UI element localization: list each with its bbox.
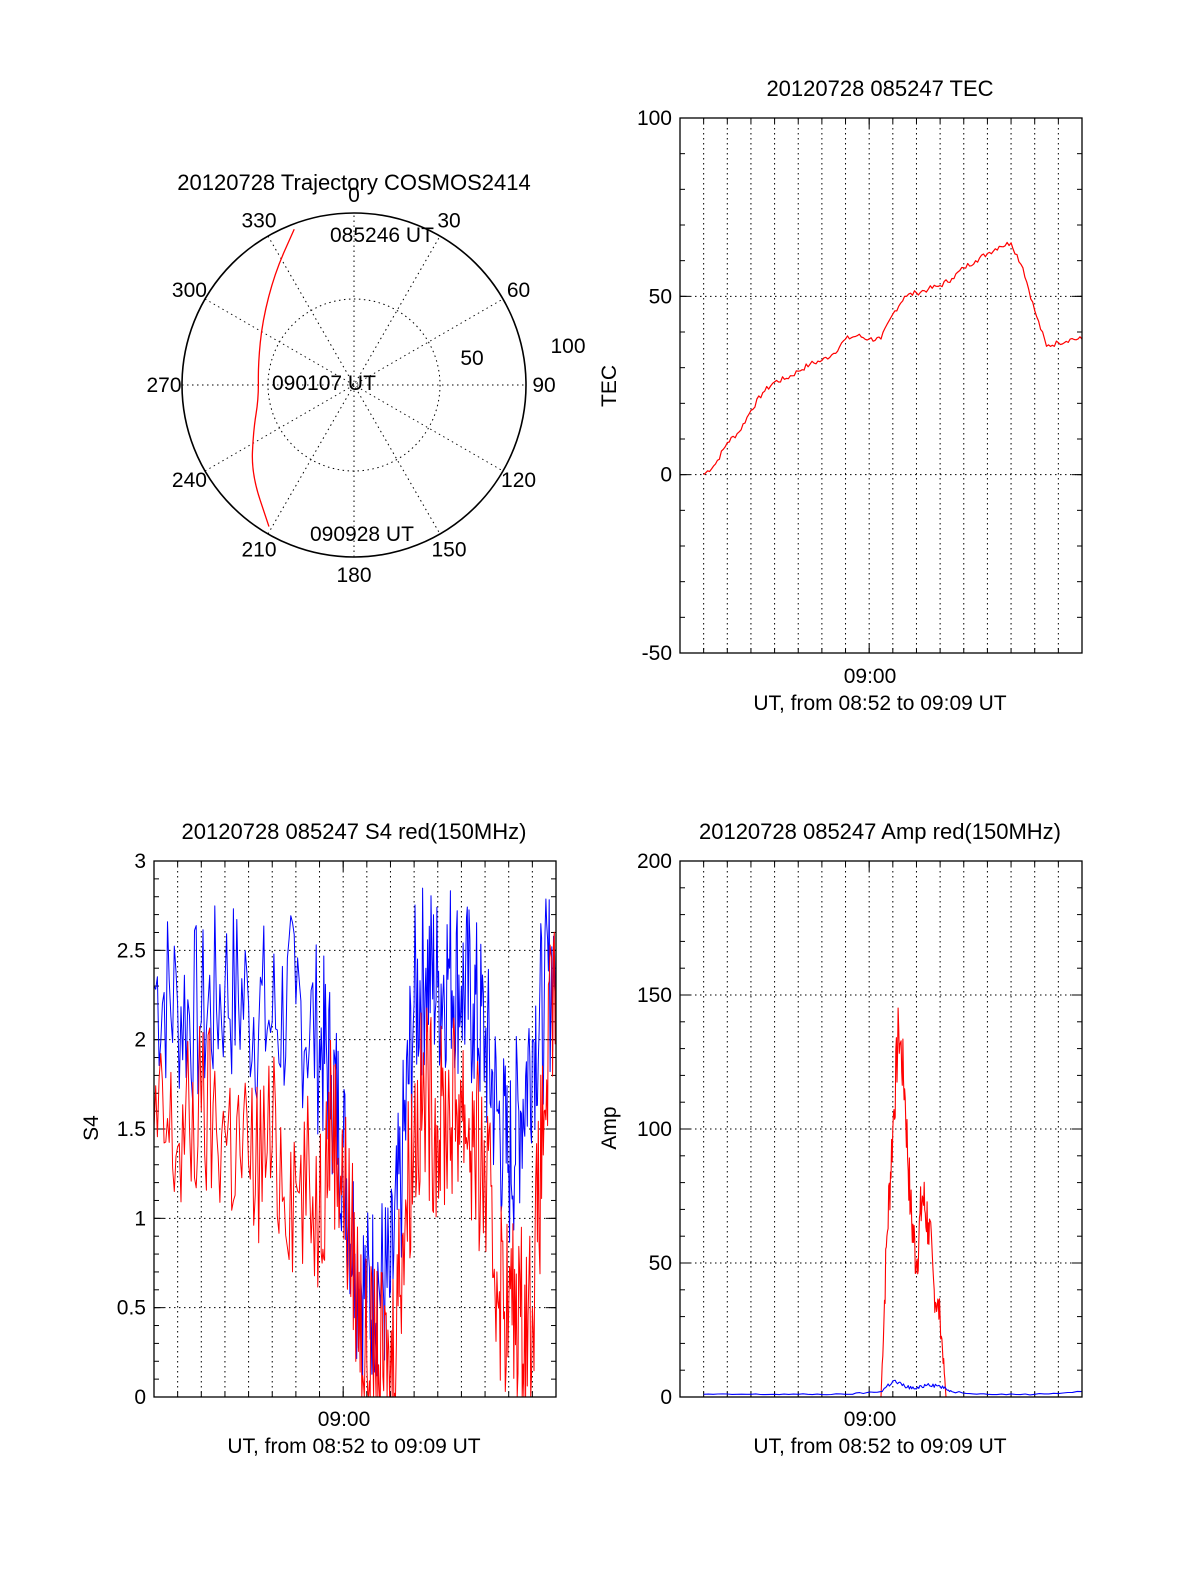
plot-frame bbox=[679, 117, 1083, 654]
polar-azimuth-label: 270 bbox=[146, 374, 181, 397]
y-tick-label: 200 bbox=[637, 850, 672, 873]
plot-frame bbox=[153, 860, 557, 1398]
y-tick-label: -50 bbox=[642, 642, 672, 665]
y-tick-label: 0 bbox=[660, 464, 672, 487]
amp-xtick-label: 09:00 bbox=[844, 1408, 897, 1431]
series-line-blue bbox=[153, 887, 557, 1380]
s4-title: 20120728 085247 S4 red(150MHz) bbox=[182, 819, 527, 844]
amp-xlabel: UT, from 08:52 to 09:09 UT bbox=[753, 1435, 1006, 1458]
y-tick-label: 2 bbox=[134, 1029, 146, 1052]
y-tick-label: 1.5 bbox=[117, 1118, 146, 1141]
polar-azimuth-label: 0 bbox=[348, 184, 360, 207]
polar-radial-label-100: 100 bbox=[550, 335, 585, 358]
y-tick-label: 0 bbox=[134, 1386, 146, 1409]
y-tick-label: 3 bbox=[134, 850, 146, 873]
y-tick-label: 100 bbox=[637, 1118, 672, 1141]
y-tick-label: 1 bbox=[134, 1207, 146, 1230]
polar-azimuth-label: 240 bbox=[172, 469, 207, 492]
polar-azimuth-label: 150 bbox=[431, 539, 466, 562]
polar-azimuth-label: 300 bbox=[172, 279, 207, 302]
polar-azimuth-label: 120 bbox=[501, 469, 536, 492]
tec-panel: 20120728 085247 TEC UT, from 08:52 to 09… bbox=[598, 76, 1083, 715]
s4-xlabel: UT, from 08:52 to 09:09 UT bbox=[227, 1435, 480, 1458]
polar-radial-label-50: 50 bbox=[460, 347, 483, 370]
amp-panel: 20120728 085247 Amp red(150MHz) UT, from… bbox=[598, 819, 1083, 1458]
trajectory-start-label: 085246 UT bbox=[330, 224, 434, 247]
polar-azimuth-label: 90 bbox=[532, 374, 555, 397]
series-line-red bbox=[703, 241, 1083, 476]
y-tick-label: 0.5 bbox=[117, 1297, 146, 1320]
tec-xtick-label: 09:00 bbox=[844, 665, 897, 688]
amp-title: 20120728 085247 Amp red(150MHz) bbox=[699, 819, 1061, 844]
y-tick-label: 100 bbox=[637, 107, 672, 130]
trajectory-panel: 20120728 Trajectory COSMOS2414 085246 UT… bbox=[146, 170, 585, 587]
tec-xlabel: UT, from 08:52 to 09:09 UT bbox=[753, 692, 1006, 715]
y-tick-label: 0 bbox=[660, 1386, 672, 1409]
series-line-red bbox=[153, 931, 557, 1398]
y-tick-label: 2.5 bbox=[117, 939, 146, 962]
polar-azimuth-label: 180 bbox=[336, 564, 371, 587]
polar-grid-circle-50 bbox=[267, 298, 441, 472]
s4-xtick-label: 09:00 bbox=[318, 1408, 371, 1431]
s4-panel: 20120728 085247 S4 red(150MHz) UT, from … bbox=[80, 819, 557, 1458]
series-line-red bbox=[880, 1007, 947, 1398]
tec-title: 20120728 085247 TEC bbox=[766, 76, 993, 101]
trajectory-title: 20120728 Trajectory COSMOS2414 bbox=[177, 170, 530, 195]
polar-azimuth-label: 330 bbox=[241, 209, 276, 232]
amp-ylabel: Amp bbox=[598, 1106, 621, 1149]
y-tick-label: 150 bbox=[637, 984, 672, 1007]
y-tick-label: 50 bbox=[649, 1252, 672, 1275]
y-tick-label: 50 bbox=[649, 285, 672, 308]
plot-frame bbox=[679, 860, 1083, 1398]
trajectory-track bbox=[251, 228, 295, 527]
polar-azimuth-label: 210 bbox=[241, 539, 276, 562]
polar-outer-circle bbox=[181, 212, 527, 558]
polar-azimuth-label: 60 bbox=[507, 279, 530, 302]
tec-ylabel: TEC bbox=[598, 365, 621, 407]
s4-ylabel: S4 bbox=[80, 1115, 103, 1141]
trajectory-mid-label: 090107 UT bbox=[272, 372, 376, 395]
trajectory-end-label: 090928 UT bbox=[310, 523, 414, 546]
polar-azimuth-label: 30 bbox=[437, 209, 460, 232]
series-line-blue bbox=[703, 1379, 1083, 1396]
